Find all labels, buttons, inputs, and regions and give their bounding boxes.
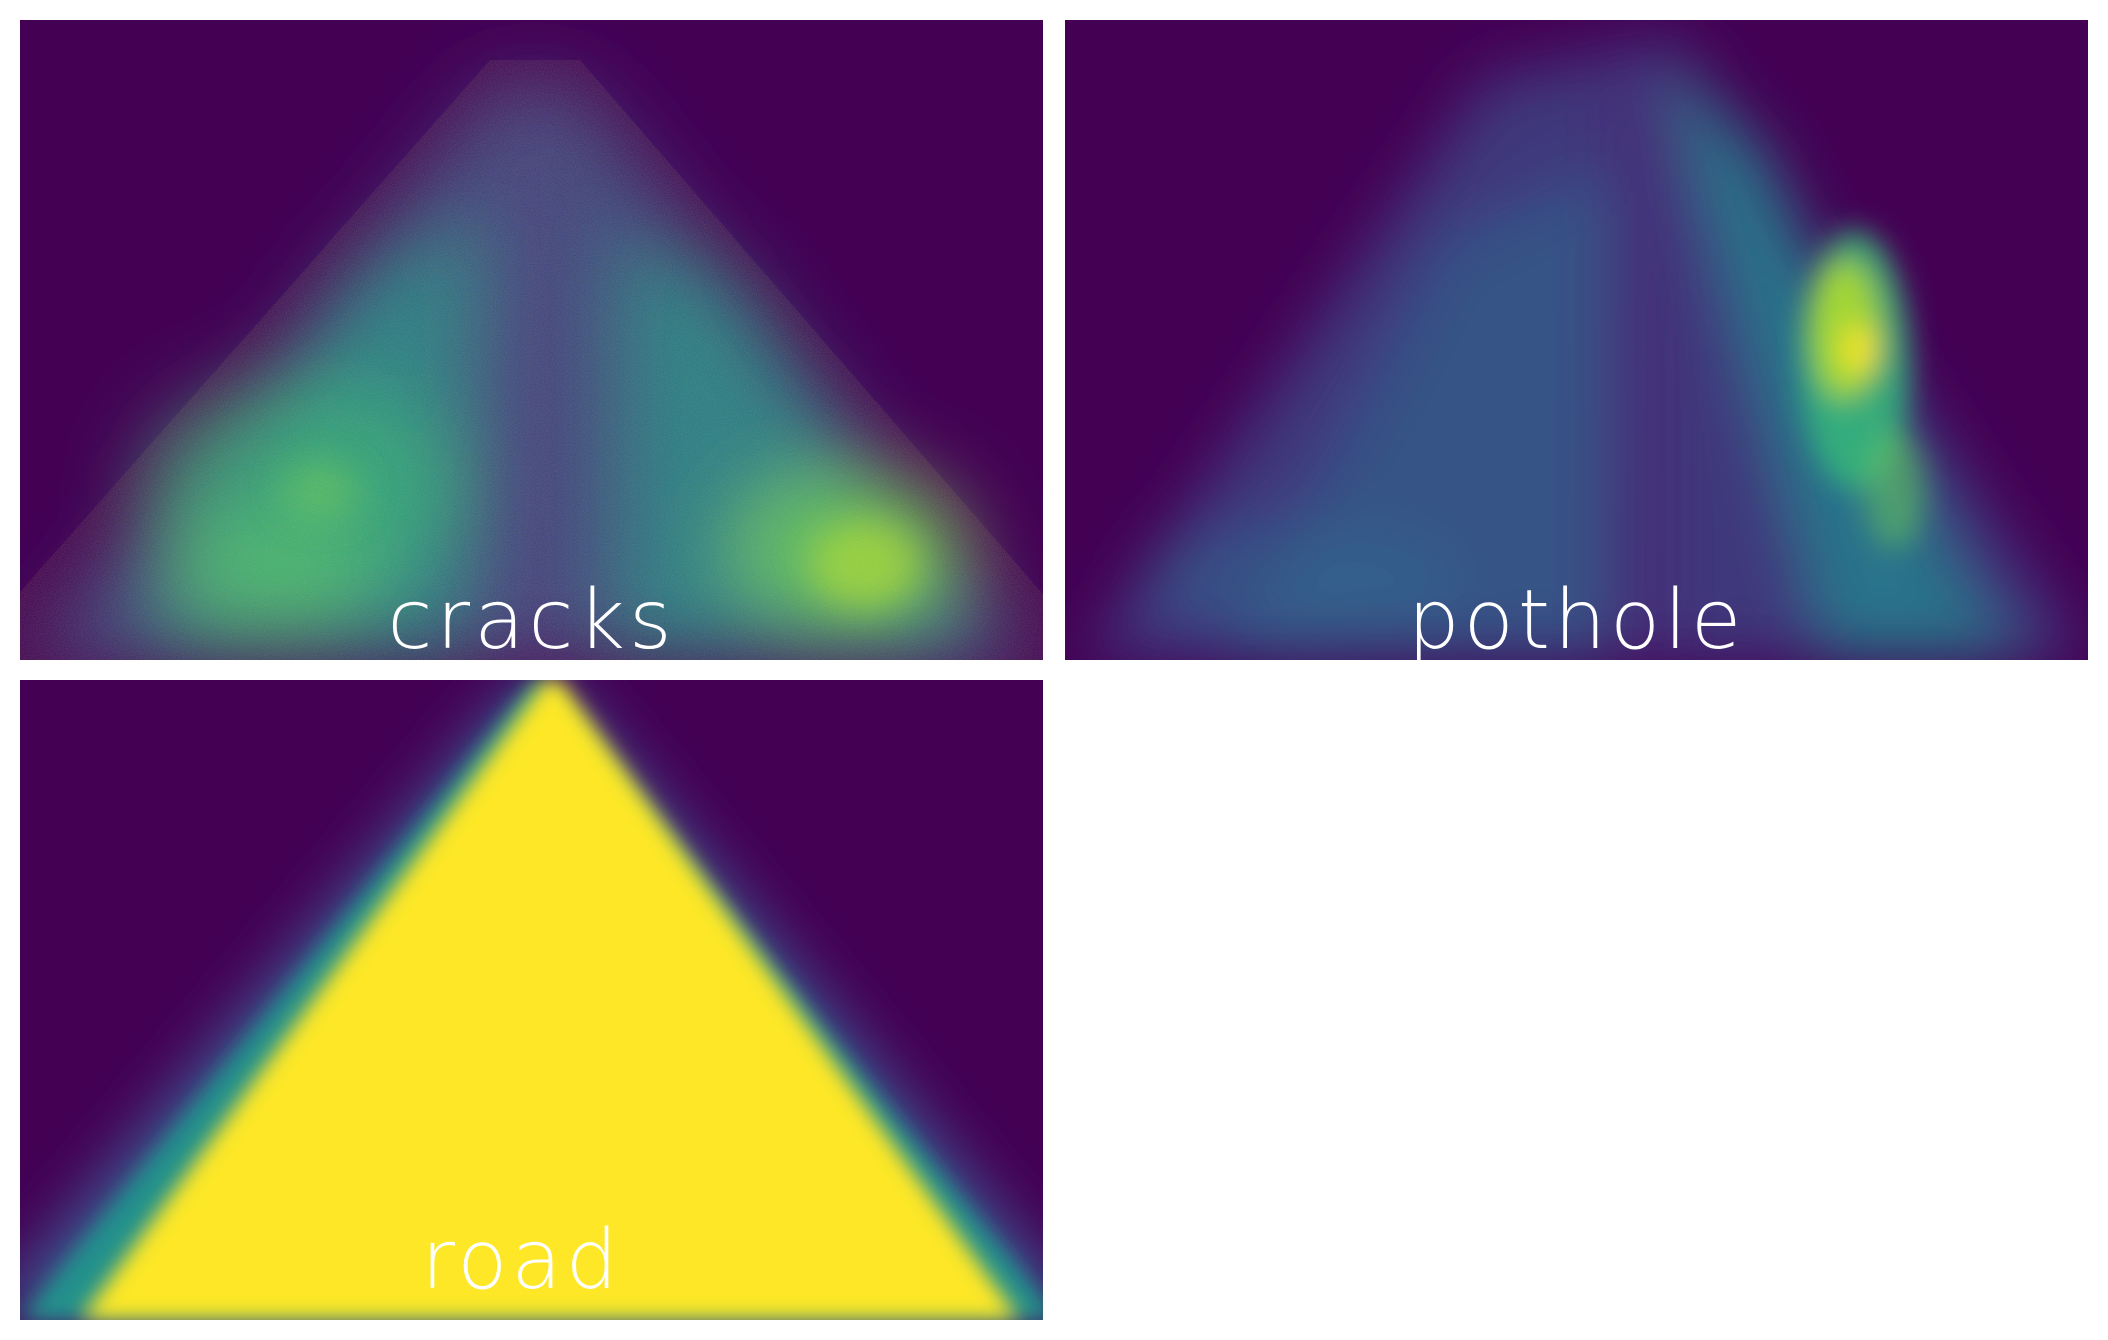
heatmap-panel-pothole: pothole xyxy=(1065,20,2088,660)
heatmap-panel-cracks: cracks xyxy=(20,20,1043,660)
cracks-heatmap-image xyxy=(20,20,1043,660)
road-heatmap-image xyxy=(20,680,1043,1320)
panel-label-cracks: cracks xyxy=(387,573,676,661)
heatmap-panel-road: road xyxy=(20,680,1043,1320)
pothole-heatmap-image xyxy=(1065,20,2088,660)
panel-label-road: road xyxy=(421,1213,622,1308)
panel-label-pothole: pothole xyxy=(1407,573,1746,661)
